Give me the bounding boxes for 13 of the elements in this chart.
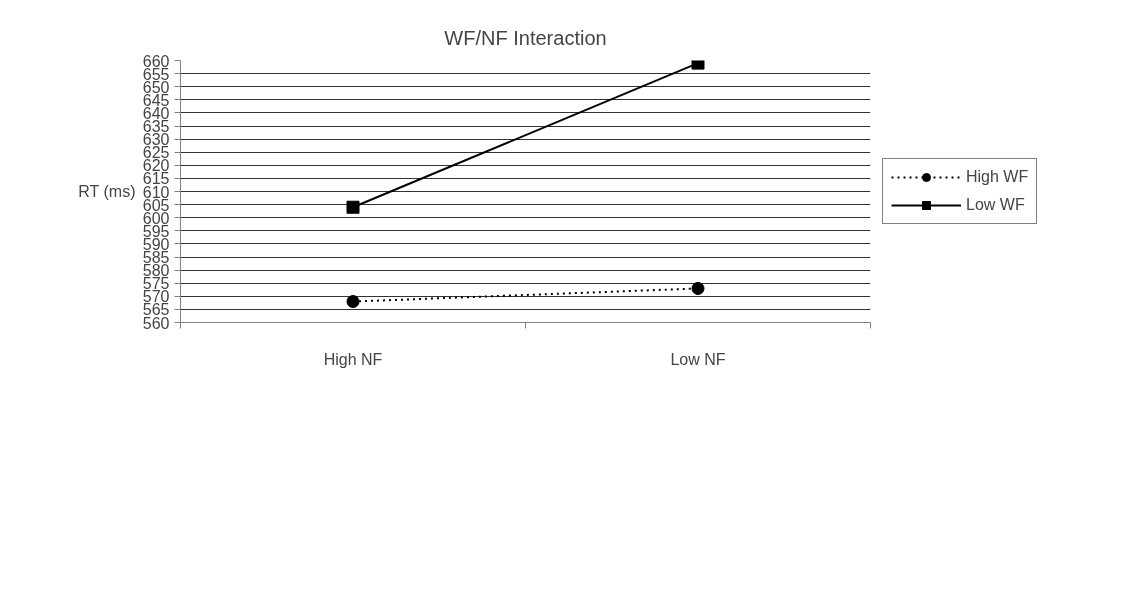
y-tick-label: 560 bbox=[142, 314, 170, 332]
y-tick-label: 585 bbox=[142, 249, 170, 266]
y-axis-title: RT (ms) bbox=[78, 183, 136, 200]
x-tick-label: High NF bbox=[323, 350, 383, 368]
legend-label: High WF bbox=[966, 168, 1029, 186]
point bbox=[691, 60, 705, 70]
point bbox=[346, 200, 360, 214]
x-tick-label: Low NF bbox=[670, 350, 726, 368]
point bbox=[691, 281, 705, 295]
y-tick-label: 635 bbox=[142, 118, 170, 135]
point bbox=[346, 295, 360, 309]
legend-label: Low WF bbox=[966, 196, 1025, 214]
chart-title: WF/NF Interaction bbox=[444, 26, 607, 49]
